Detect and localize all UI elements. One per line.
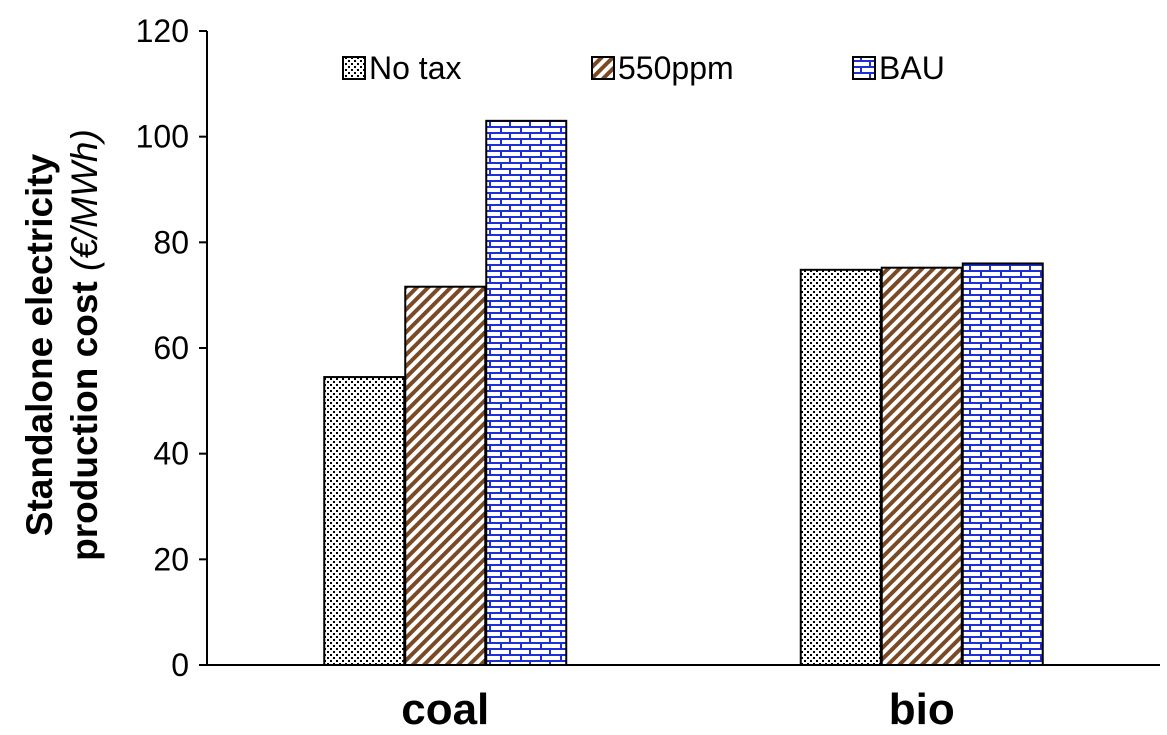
y-tick-label: 80 [153,224,189,260]
bar-coal-no-tax [323,376,406,666]
y-axis-label-line1: Standalone electricity [19,153,60,536]
y-axis-ticks: 0 20 40 60 80 100 120 [136,13,207,683]
bar-bio-550ppm [880,266,963,666]
bar-coal-550ppm [404,285,487,666]
legend: No tax 550ppm BAU [342,50,945,86]
bar-bio-bau [961,262,1044,666]
bars-layer [323,119,1044,667]
y-axis-label-2: production cost (€/MWh) [64,129,105,561]
legend-label: No tax [369,50,461,86]
legend-swatch [342,56,366,80]
legend-swatch [591,56,615,80]
y-axis-label-unit: (€/MWh) [64,129,105,271]
legend-swatch [852,56,876,80]
y-tick-label: 100 [136,119,189,155]
bar-coal-bau [485,119,568,667]
axes [206,31,1160,666]
legend-label: 550ppm [618,50,734,86]
y-tick-label: 20 [153,541,189,577]
y-tick-label: 40 [153,436,189,472]
bar-bio-no-tax [799,268,882,666]
y-axis-label: Standalone electricity [19,153,60,536]
x-axis-labels: coal bio [401,685,955,734]
legend-label: BAU [879,50,945,86]
x-category-label: bio [889,685,955,734]
x-category-label: coal [401,685,489,734]
y-axis-label-line2: production cost [64,281,105,561]
y-tick-label: 0 [171,647,189,683]
y-tick-label: 120 [136,13,189,49]
y-tick-label: 60 [153,330,189,366]
